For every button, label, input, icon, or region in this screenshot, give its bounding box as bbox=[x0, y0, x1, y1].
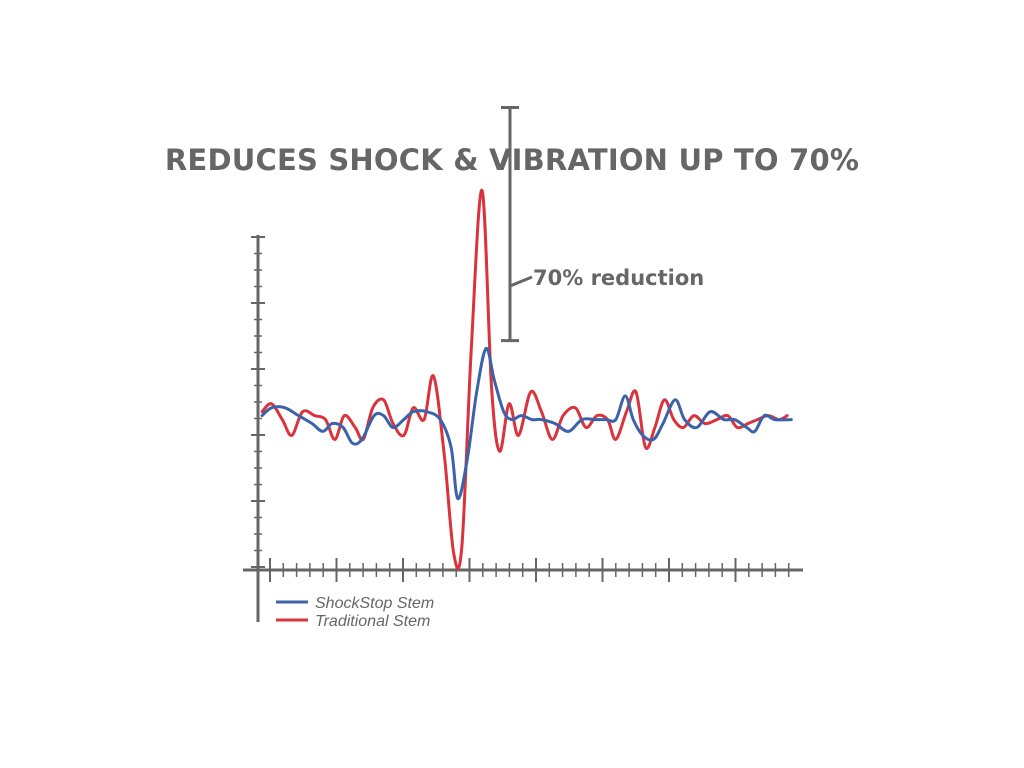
reduction-callout: 70% reduction bbox=[501, 106, 704, 343]
chart-legend: ShockStop Stem Traditional Stem bbox=[276, 595, 434, 630]
legend-item-shockstop: ShockStop Stem bbox=[276, 595, 434, 612]
legend-label-traditional: Traditional Stem bbox=[315, 613, 430, 630]
chart-title: REDUCES SHOCK & VIBRATION UP TO 70% bbox=[164, 143, 860, 177]
reduction-bracket bbox=[501, 106, 519, 343]
reduction-label: 70% reduction bbox=[533, 266, 704, 290]
series-line-shockstop bbox=[260, 346, 793, 501]
reduction-leader-line bbox=[509, 275, 533, 288]
series-line-traditional bbox=[260, 188, 789, 570]
chart-series-lines bbox=[260, 188, 793, 570]
legend-item-traditional: Traditional Stem bbox=[276, 613, 430, 630]
chart-axes bbox=[243, 235, 803, 622]
legend-label-shockstop: ShockStop Stem bbox=[315, 595, 434, 612]
